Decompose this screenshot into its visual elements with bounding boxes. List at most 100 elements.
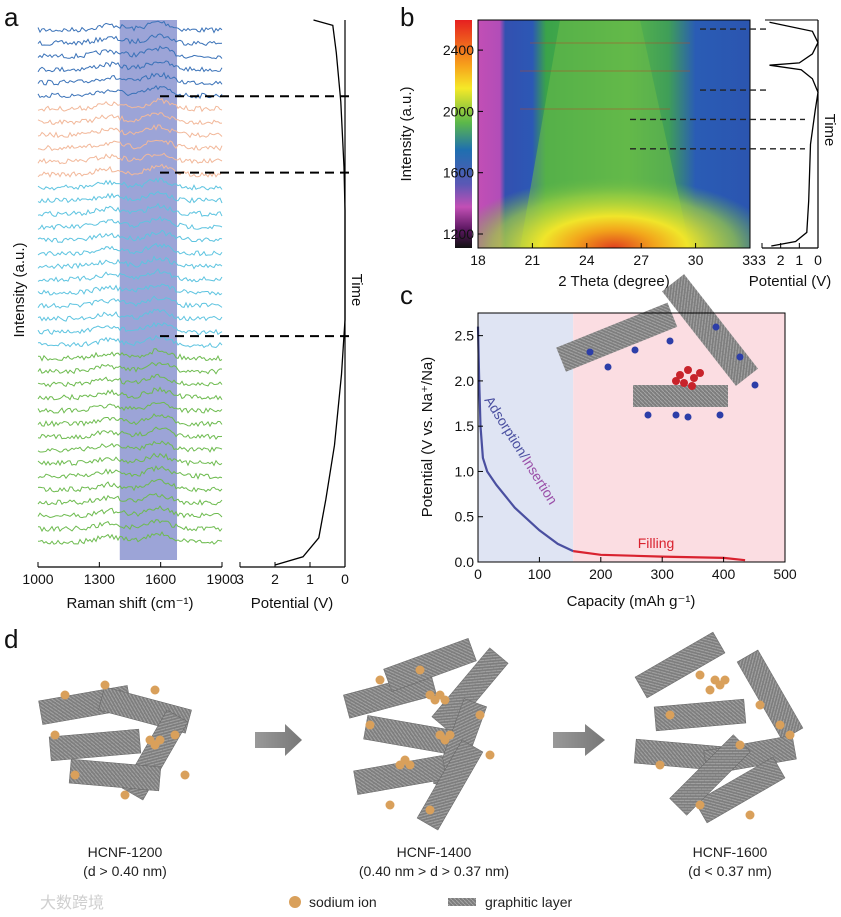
discharge-plot: 0 100 200 300 400 500 0.00.51.01.52.02.5 Adso… [419, 274, 797, 610]
structure-cluster [633, 631, 804, 824]
sodium-ion [655, 760, 665, 770]
panel-label-c: c [400, 280, 413, 310]
discharge-x-label: Capacity (mAh g⁻¹) [567, 593, 696, 610]
schematic-panel: HCNF-1200 (d > 0.40 nm) HCNF-1400 (0.40 … [38, 631, 804, 912]
graphitic-layer-legend-icon [448, 898, 476, 906]
sodium-ion [50, 730, 60, 740]
y-tick-label: 1.5 [455, 418, 475, 434]
raman-trace-group2 [37, 97, 223, 113]
raman-trace-group4 [37, 401, 223, 414]
raman-trace-group4 [37, 452, 223, 467]
sample-condition-1200: (d > 0.40 nm) [83, 863, 167, 879]
raman-trace-group3 [37, 268, 223, 283]
raman-trace-group3 [37, 202, 223, 217]
x-tick-label: 1600 [145, 571, 176, 587]
raman-trace-group4 [37, 386, 223, 401]
heatmap-stripe-lines [520, 42, 690, 110]
inset-graphitic-layer [556, 302, 678, 372]
x-tick-label: 24 [579, 252, 595, 268]
raman-trace-group1 [37, 60, 223, 73]
y-tick-label: 2400 [443, 42, 474, 58]
heatmap-y-label: Intensity (a.u.) [398, 86, 415, 181]
graphitic-layer [694, 756, 786, 824]
x-tick-label: 500 [773, 566, 797, 582]
raman-x-label: Raman shift (cm⁻¹) [66, 595, 193, 612]
graphitic-layer [48, 728, 142, 762]
y-tick-label: 1200 [443, 226, 474, 242]
x-tick-label: 0 [474, 566, 482, 582]
raman-trace-group2 [37, 152, 223, 165]
sodium-ion [720, 675, 730, 685]
raman-trace-group4 [37, 426, 223, 441]
sodium-ion [745, 810, 755, 820]
raman-trace-group4 [37, 478, 223, 493]
raman-plot: 1000 1300 1600 1900 Raman shift (cm⁻¹) Inte… [11, 20, 238, 612]
inset-sodium-ions [586, 323, 759, 421]
x-tick-label: 1900 [206, 571, 237, 587]
raman-trace-group3 [37, 334, 223, 349]
x-tick-label: 33 [742, 252, 758, 268]
structure-cluster [343, 638, 509, 831]
potential-b-curve [769, 21, 819, 247]
potential-a-x-label: Potential (V) [251, 595, 334, 612]
sodium-ion [425, 805, 435, 815]
raman-y-label: Intensity (a.u.) [11, 242, 28, 337]
raman-trace-group4 [37, 413, 223, 428]
potential-a-curve [274, 19, 346, 566]
watermark: 大数跨境 [40, 893, 104, 912]
x-tick-label: 1 [306, 571, 314, 587]
x-tick-label: 0 [341, 571, 349, 587]
raman-trace-group4 [37, 492, 223, 506]
raman-trace-group1 [37, 45, 223, 60]
sodium-ion [180, 770, 190, 780]
inset-sodium-cluster [672, 366, 704, 390]
arrow-right-icon [255, 724, 302, 756]
raman-trace-group3 [37, 177, 223, 191]
y-tick-label: 2000 [443, 103, 474, 119]
graphitic-layer [431, 647, 509, 733]
sodium-ion [440, 695, 450, 705]
x-tick-label: 27 [633, 252, 649, 268]
structure-cluster [38, 680, 192, 801]
sodium-ion [100, 680, 110, 690]
inset-graphitic-layer [662, 274, 758, 386]
sodium-ion [755, 700, 765, 710]
sodium-ion [475, 710, 485, 720]
x-tick-label: 3 [758, 252, 766, 268]
graphitic-layer [653, 698, 747, 732]
heatmap-plot: 18 21 24 27 30 33 1200 1600 2000 2400 2 Theta (d… [398, 19, 758, 290]
sample-condition-1400: (0.40 nm > d > 0.37 nm) [359, 863, 509, 879]
discharge-x-ticks: 0 100 200 300 400 500 [474, 557, 797, 582]
graphitic-layer [383, 638, 477, 692]
heatmap-colorbar [455, 20, 472, 248]
discharge-frame [477, 312, 786, 563]
heatmap-peak [478, 130, 750, 248]
sodium-ion [385, 800, 395, 810]
arrow-right-icon [553, 724, 605, 756]
legend-sodium-ion: sodium ion [309, 894, 377, 910]
discharge-y-label: Potential (V vs. Na⁺/Na) [419, 357, 436, 517]
y-tick-label: 0.5 [455, 509, 475, 525]
structure-clusters [38, 631, 804, 831]
x-tick-label: 1 [795, 252, 803, 268]
sodium-ion [785, 730, 795, 740]
x-tick-label: 2 [271, 571, 279, 587]
region-band [478, 313, 574, 562]
sodium-ion [365, 720, 375, 730]
raman-x-ticks: 1000 1300 1600 1900 [22, 562, 238, 587]
graphitic-layer [736, 649, 804, 741]
potential-a-dashed-markers [160, 95, 355, 338]
panel-label-b: b [400, 2, 414, 32]
sample-name-1200: HCNF-1200 [88, 844, 163, 860]
x-tick-label: 18 [470, 252, 486, 268]
x-tick-label: 400 [712, 566, 736, 582]
discharge-regions [478, 313, 785, 562]
sodium-ion [120, 790, 130, 800]
raman-trace-group3 [37, 215, 223, 231]
sample-name-1600: HCNF-1600 [693, 844, 768, 860]
raman-trace-group4 [37, 465, 223, 480]
x-tick-label: 0 [814, 252, 822, 268]
raman-trace-group1 [37, 71, 223, 86]
